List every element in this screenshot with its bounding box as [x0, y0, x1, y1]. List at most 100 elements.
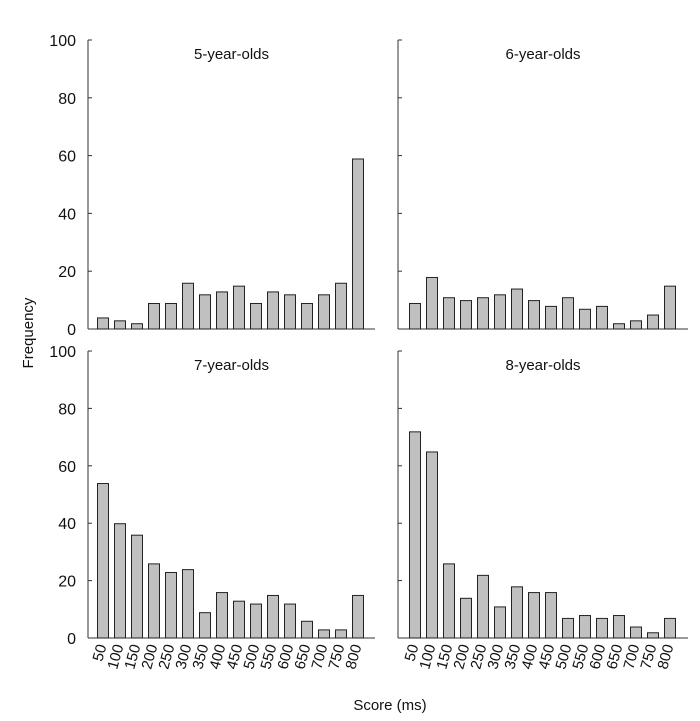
- bar-200: [460, 300, 472, 330]
- bar-550: [579, 308, 591, 330]
- x-tick-label: 150: [121, 643, 144, 672]
- bar-100: [426, 451, 438, 639]
- x-tick-label: 100: [416, 643, 439, 672]
- bar-350: [199, 612, 211, 639]
- x-tick-label: 300: [172, 643, 195, 672]
- bar-350: [199, 294, 211, 330]
- bar-300: [182, 569, 194, 639]
- bar-150: [443, 563, 455, 639]
- x-tick-label: 450: [223, 643, 246, 672]
- y-tick-label: 60: [58, 149, 76, 166]
- panel-title: 5-year-olds: [194, 46, 269, 63]
- y-tick-label: 60: [58, 459, 76, 476]
- x-tick-label: 200: [138, 643, 161, 672]
- bar-50: [97, 317, 109, 330]
- bar-350: [511, 586, 523, 639]
- bar-700: [630, 320, 642, 330]
- x-tick-label: 50: [402, 643, 423, 664]
- x-tick-label: 550: [257, 643, 280, 672]
- bar-800: [664, 617, 676, 639]
- panel-title: 6-year-olds: [505, 46, 580, 63]
- bar-650: [613, 323, 625, 330]
- x-axis-label: Score (ms): [353, 697, 426, 714]
- x-tick-label: 500: [240, 643, 263, 672]
- bar-200: [148, 302, 160, 330]
- x-tick-label: 800: [342, 643, 365, 672]
- bar-800: [664, 285, 676, 330]
- x-tick-label: 100: [104, 643, 127, 672]
- bar-750: [335, 629, 347, 639]
- x-tick-label: 250: [155, 643, 178, 672]
- bar-750: [335, 282, 347, 330]
- x-tick-label: 750: [325, 643, 348, 672]
- bar-150: [131, 534, 143, 639]
- bar-750: [647, 314, 659, 330]
- x-tick-label: 550: [569, 643, 592, 672]
- x-tick-label: 650: [291, 643, 314, 672]
- bar-550: [267, 291, 279, 330]
- x-tick-label: 350: [189, 643, 212, 672]
- x-tick-label: 400: [206, 643, 229, 672]
- bar-450: [233, 600, 245, 639]
- panel-7-year-olds: 0204060801007-year-olds50100150200250300…: [49, 344, 375, 671]
- bar-250: [477, 297, 489, 330]
- bar-150: [131, 323, 143, 330]
- bar-400: [528, 300, 540, 330]
- bar-700: [630, 626, 642, 639]
- x-tick-label: 150: [433, 643, 456, 672]
- panel-6-year-olds: 6-year-olds: [397, 39, 688, 330]
- bar-100: [426, 276, 438, 330]
- bar-100: [114, 523, 126, 639]
- bar-500: [250, 603, 262, 639]
- bar-650: [301, 620, 313, 639]
- bar-600: [596, 305, 608, 330]
- bar-200: [148, 563, 160, 639]
- bar-600: [284, 603, 296, 639]
- x-tick-label: 300: [484, 643, 507, 672]
- x-tick-label: 200: [450, 643, 473, 672]
- bar-250: [477, 574, 489, 639]
- bar-600: [284, 294, 296, 330]
- x-tick-label: 250: [467, 643, 490, 672]
- panel-title: 8-year-olds: [505, 357, 580, 374]
- bar-800: [352, 158, 364, 330]
- x-tick-label: 500: [552, 643, 575, 672]
- y-tick-label: 80: [58, 401, 76, 418]
- panel-5-year-olds: 0 20 40 60 80 100 5-year-olds: [49, 33, 375, 339]
- bar-500: [562, 617, 574, 639]
- x-tick-label: 700: [308, 643, 331, 672]
- x-tick-label: 650: [603, 643, 626, 672]
- panel-8-year-olds: 8-year-olds 50100150200250300350400450500…: [397, 350, 688, 672]
- bar-450: [233, 285, 245, 330]
- x-tick-label: 450: [535, 643, 558, 672]
- x-tick-label: 400: [518, 643, 541, 672]
- bar-700: [318, 294, 330, 330]
- bar-50: [409, 302, 421, 330]
- y-tick-label: 0: [67, 631, 76, 648]
- x-tick-label: 350: [501, 643, 524, 672]
- bar-100: [114, 320, 126, 330]
- x-tick-label: 600: [274, 643, 297, 672]
- y-tick-label: 100: [49, 344, 76, 361]
- bar-550: [579, 615, 591, 639]
- bar-50: [409, 431, 421, 639]
- bar-750: [647, 632, 659, 639]
- bar-250: [165, 571, 177, 639]
- bar-500: [250, 302, 262, 330]
- bar-650: [301, 302, 313, 330]
- bar-200: [460, 597, 472, 639]
- x-tick-label: 50: [90, 643, 111, 664]
- y-tick-label: 0: [67, 322, 76, 339]
- bar-700: [318, 629, 330, 639]
- panel-title: 7-year-olds: [194, 357, 269, 374]
- bar-350: [511, 288, 523, 330]
- x-tick-label: 600: [586, 643, 609, 672]
- y-tick-label: 40: [58, 206, 76, 223]
- bar-650: [613, 615, 625, 639]
- bar-800: [352, 594, 364, 639]
- x-tick-label: 800: [654, 643, 677, 672]
- bar-450: [545, 592, 557, 639]
- y-tick-label: 100: [49, 33, 76, 50]
- y-axis-label: Frequency: [20, 297, 37, 368]
